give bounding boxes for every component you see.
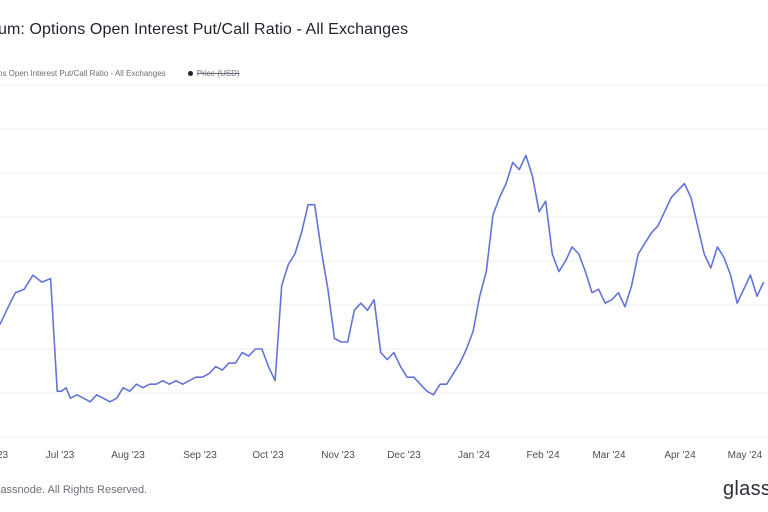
x-tick-label: Feb '24 [526,450,559,461]
x-tick-label: Oct '23 [252,450,284,461]
x-tick-label: Dec '23 [387,450,421,461]
x-tick-label: Jan '24 [458,450,490,461]
footer-copyright: lassnode. All Rights Reserved. [0,484,148,496]
x-tick-label: Jul '23 [46,450,75,461]
legend: ns Open Interest Put/Call Ratio - All Ex… [0,69,240,78]
x-tick-label: May '24 [728,450,763,461]
x-tick-label: Apr '24 [664,450,696,461]
x-tick-label: 23 [0,450,9,461]
legend-label-price: Price (USD) [196,69,240,78]
x-tick-label: Nov '23 [321,450,355,461]
x-tick-label: Aug '23 [111,450,145,461]
x-tick-label: Sep '23 [183,450,217,461]
legend-item-price[interactable]: Price (USD) [187,69,240,78]
grid-lines [0,84,768,438]
series-line-put-call-ratio [0,154,765,403]
brand-logo: glass [723,478,768,500]
legend-label-ratio: ns Open Interest Put/Call Ratio - All Ex… [0,69,166,78]
legend-dot-icon [187,71,193,77]
x-tick-label: Mar '24 [592,450,625,461]
legend-item-ratio[interactable]: ns Open Interest Put/Call Ratio - All Ex… [0,69,166,78]
x-axis: 23 Jul '23 Aug '23 Sep '23 Oct '23 Nov '23 Dec… [0,450,763,461]
chart-title: um: Options Open Interest Put/Call Ratio… [0,21,409,38]
